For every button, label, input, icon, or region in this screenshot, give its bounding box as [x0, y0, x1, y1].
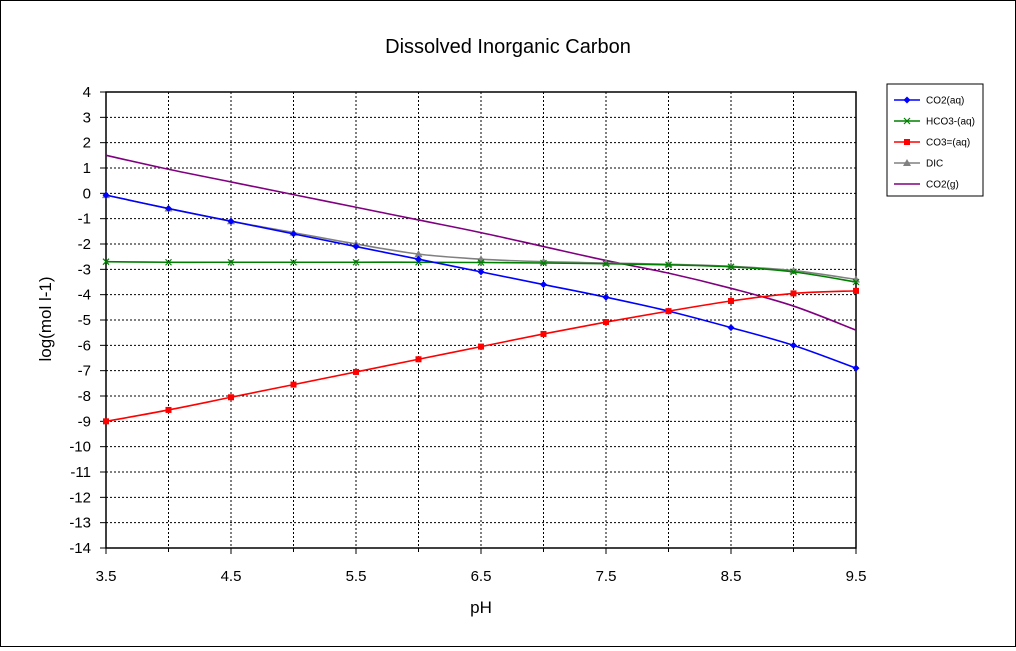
data-point-hco3-aq [665, 261, 672, 269]
x-tick-label: 9.5 [846, 568, 867, 585]
y-tick-label: -4 [78, 287, 91, 304]
data-point-co3-aq [290, 381, 297, 388]
data-point-co2-aq [790, 341, 797, 349]
data-point-hco3-aq [477, 259, 485, 266]
legend-item-dic: DIC [894, 159, 943, 170]
y-tick-label: -12 [69, 489, 91, 506]
data-point-hco3-aq [790, 268, 797, 276]
legend-label: CO2(aq) [926, 96, 964, 107]
legend-marker [903, 96, 911, 104]
y-tick-label: -1 [78, 211, 91, 228]
chart-title: Dissolved Inorganic Carbon [385, 36, 631, 58]
data-point-co2-aq [102, 191, 110, 199]
data-point-hco3-aq [165, 258, 172, 266]
legend-label: CO3=(aq) [926, 138, 970, 149]
series-co3-aq [103, 287, 859, 425]
series-co2-aq [102, 191, 860, 372]
y-tick-label: -14 [69, 540, 91, 557]
x-tick-label: 6.5 [471, 568, 492, 585]
x-tick-label: 3.5 [96, 568, 117, 585]
legend-label: DIC [926, 159, 943, 170]
data-point-co3-aq [790, 290, 797, 297]
series [102, 154, 860, 425]
data-point-co2-aq [415, 255, 422, 263]
data-point-co2-aq [290, 230, 297, 238]
legend-item-co3-aq: CO3=(aq) [894, 138, 970, 149]
data-point-hco3-aq [352, 258, 360, 266]
data-point-co2-aq [727, 324, 735, 332]
legend-item-co2-g: CO2(g) [894, 180, 959, 191]
data-point-hco3-aq [540, 259, 547, 267]
data-point-hco3-aq [727, 263, 735, 271]
data-point-co3-aq [728, 298, 734, 304]
x-tick-label: 8.5 [721, 568, 742, 585]
y-tick-label: -7 [78, 363, 91, 380]
legend-marker [904, 139, 910, 145]
x-axis-label: pH [470, 598, 492, 617]
grid [106, 92, 856, 548]
legend-label: CO2(g) [926, 180, 959, 191]
data-point-hco3-aq [227, 258, 235, 266]
y-tick-label: -6 [78, 337, 91, 354]
y-axis-label: log(mol l-1) [36, 276, 55, 361]
data-point-co3-aq [228, 394, 234, 401]
data-point-co2-aq [227, 217, 235, 225]
legend-box [886, 83, 984, 197]
data-point-co3-aq [603, 319, 609, 326]
legend-item-hco3-aq: HCO3-(aq) [894, 117, 975, 128]
data-point-co3-aq [665, 308, 672, 315]
data-point-co3-aq [415, 356, 422, 363]
data-point-co2-aq [602, 293, 610, 301]
data-point-co3-aq [103, 418, 109, 425]
y-tick-label: -11 [70, 464, 91, 481]
legend-marker [903, 159, 911, 166]
y-tick-label: -13 [69, 515, 91, 532]
series-line-co2-g [105, 154, 857, 331]
data-point-hco3-aq [290, 258, 297, 266]
y-tick-label: -3 [78, 261, 91, 278]
legend: CO2(aq) HCO3-(aq) CO3=(aq) DIC CO2(g) [886, 83, 984, 197]
series-co2-g [105, 154, 857, 331]
data-point-co2-aq [540, 281, 547, 289]
legend-label: HCO3-(aq) [926, 117, 975, 128]
y-tick-label: -5 [78, 312, 91, 329]
data-point-hco3-aq [852, 278, 860, 286]
y-tick-label: 2 [83, 135, 91, 152]
data-point-co3-aq [853, 287, 859, 294]
legend-marker [903, 117, 911, 125]
data-point-hco3-aq [602, 260, 610, 268]
data-point-co2-aq [165, 205, 172, 213]
data-point-co2-aq [477, 268, 485, 276]
legend-item-co2-aq: CO2(aq) [894, 96, 964, 107]
y-tick-label: -8 [78, 388, 91, 405]
data-point-co3-aq [478, 343, 484, 350]
y-tick-label: -10 [69, 439, 91, 456]
y-tick-label: 3 [83, 109, 91, 126]
y-tick-label: -2 [78, 236, 91, 253]
data-point-co2-aq [852, 364, 860, 372]
x-tick-label: 5.5 [346, 568, 367, 585]
y-tick-label: 0 [83, 185, 91, 202]
data-point-co2-aq [352, 243, 360, 251]
data-point-co3-aq [165, 406, 172, 413]
y-tick-label: -9 [78, 413, 91, 430]
y-tick-label: 4 [83, 84, 91, 101]
axis-ticks: 3.5 4.5 5.5 6.5 7.5 8.5 9.5 4 3 2 1 0 -1 -2 -3 -4 -5 -6 -7… [69, 84, 866, 585]
x-tick-label: 4.5 [221, 568, 242, 585]
data-point-dic [414, 250, 423, 258]
data-point-co3-aq [353, 368, 359, 375]
x-tick-label: 7.5 [596, 568, 617, 585]
data-point-hco3-aq [102, 258, 110, 266]
y-tick-label: 1 [83, 160, 91, 177]
data-point-co3-aq [540, 330, 547, 337]
